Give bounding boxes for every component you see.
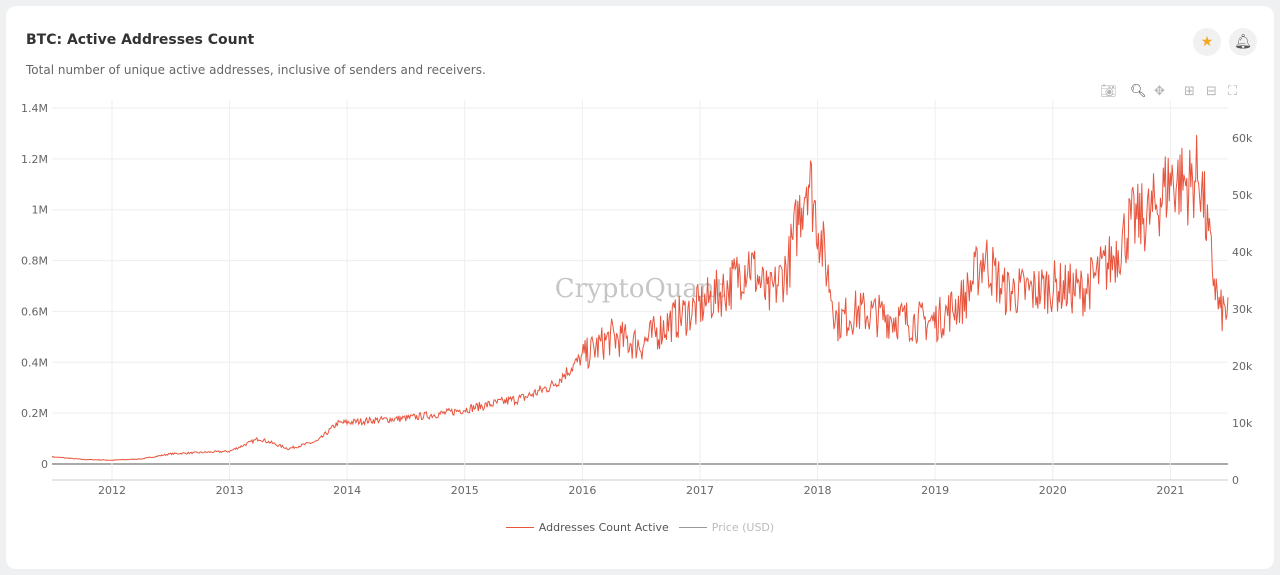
y2-tick-label: 30k: [1232, 303, 1253, 316]
star-icon[interactable]: ★: [1193, 28, 1221, 56]
x-tick-label: 2013: [216, 484, 244, 497]
x-tick-label: 2016: [568, 484, 596, 497]
y-tick-label: 0: [41, 458, 48, 471]
y-tick-label: 1M: [32, 204, 49, 217]
x-tick-label: 2020: [1039, 484, 1067, 497]
x-tick-label: 2015: [451, 484, 479, 497]
zoom-icon[interactable]: 🔍︎: [1130, 84, 1147, 99]
x-tick-label: 2018: [804, 484, 832, 497]
zoom-in-icon[interactable]: ⊞: [1184, 84, 1195, 99]
y2-tick-label: 20k: [1232, 360, 1253, 373]
y2-tick-label: 50k: [1232, 189, 1253, 202]
legend-item-addresses[interactable]: Addresses Count Active: [505, 521, 669, 534]
legend-label: Addresses Count Active: [538, 521, 669, 534]
legend-label: Price (USD): [711, 521, 775, 534]
legend-item-price[interactable]: Price (USD): [678, 521, 775, 534]
y-tick-label: 1.2M: [21, 153, 48, 166]
pan-icon[interactable]: ✥: [1154, 84, 1165, 99]
series-line-addresses: [51, 134, 1229, 461]
legend: Addresses Count Active Price (USD): [0, 521, 1280, 534]
y-tick-label: 0.2M: [21, 407, 48, 420]
y-tick-label: 0.6M: [21, 305, 48, 318]
autoscale-icon[interactable]: ⛶: [1228, 84, 1238, 99]
chart-subtitle: Total number of unique active addresses,…: [26, 63, 486, 77]
bell-icon[interactable]: 🔔︎: [1229, 28, 1257, 56]
y2-tick-label: 10k: [1232, 417, 1253, 430]
x-tick-label: 2014: [333, 484, 361, 497]
x-tick-label: 2019: [921, 484, 949, 497]
chart-title: BTC: Active Addresses Count: [26, 32, 255, 48]
x-tick-label: 2012: [98, 484, 126, 497]
y2-tick-label: 0: [1232, 474, 1239, 487]
y-tick-label: 1.4M: [21, 102, 48, 115]
x-tick-label: 2017: [686, 484, 714, 497]
y-tick-label: 0.4M: [21, 356, 48, 369]
y2-tick-label: 40k: [1232, 246, 1253, 259]
watermark: CryptoQuant: [555, 274, 726, 304]
x-tick-label: 2021: [1156, 484, 1184, 497]
y-tick-label: 0.8M: [21, 255, 48, 268]
y2-tick-label: 60k: [1232, 132, 1253, 145]
zoom-out-icon[interactable]: ⊟: [1206, 84, 1217, 99]
camera-icon[interactable]: 📷︎: [1100, 84, 1117, 99]
